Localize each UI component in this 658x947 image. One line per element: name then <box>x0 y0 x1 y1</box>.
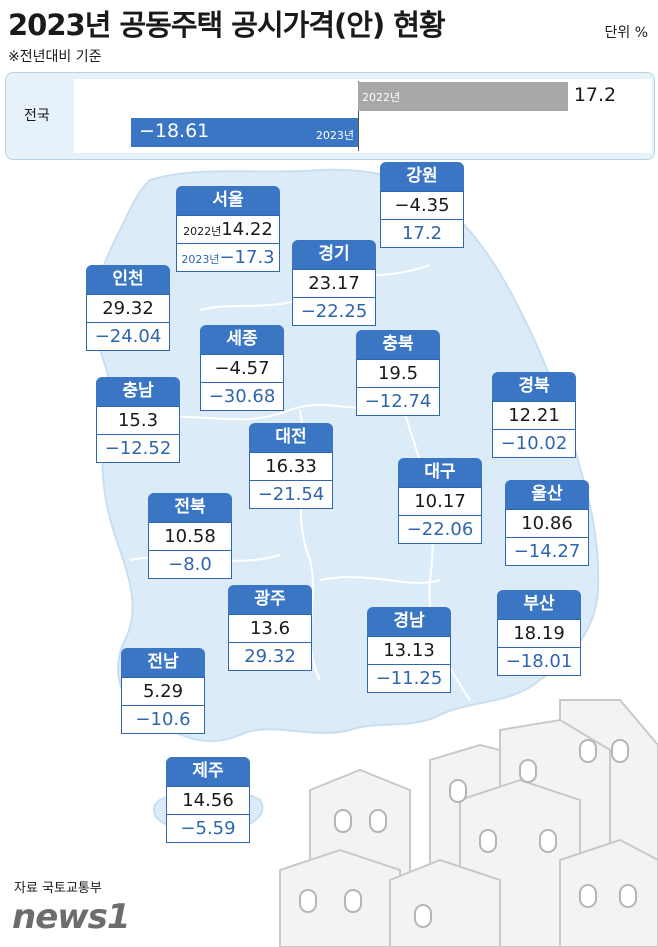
region-card-jeju: 제주 14.56 −5.59 <box>166 757 250 843</box>
region-card-daejeon: 대전 16.33 −21.54 <box>249 423 333 509</box>
region-card-jeonbuk: 전북 10.58 −8.0 <box>148 493 232 579</box>
region-name: 대전 <box>249 423 333 452</box>
region-name: 인천 <box>86 265 170 294</box>
region-name: 대구 <box>398 458 482 487</box>
value-2023: −18.01 <box>497 648 581 676</box>
bar-2023: 2023년 −18.61 <box>130 118 358 147</box>
value-2023: −30.68 <box>200 383 284 411</box>
value-2023: −22.25 <box>292 298 376 326</box>
region-card-gyeongnam: 경남 13.13 −11.25 <box>367 607 451 693</box>
value-2022: 29.32 <box>86 294 170 323</box>
region-name: 경기 <box>292 240 376 269</box>
region-name: 강원 <box>380 162 464 191</box>
bar-2023-year-label: 2023년 <box>315 129 354 142</box>
national-panel: 전국 2022년 17.2 2023년 −18.61 <box>5 72 655 160</box>
region-card-jeonnam: 전남 5.29 −10.6 <box>121 648 205 734</box>
value-2022: 10.86 <box>505 509 589 538</box>
region-name: 울산 <box>505 480 589 509</box>
year-2022-label: 2022년 <box>183 225 222 238</box>
value-2022: 10.58 <box>148 522 232 551</box>
page-title: 2023년 공동주택 공시가격(안) 현황 <box>8 8 446 42</box>
value-2023: −11.25 <box>367 665 451 693</box>
region-card-gwangju: 광주 13.6 29.32 <box>228 585 312 671</box>
region-name: 전북 <box>148 493 232 522</box>
baseline-note: ※전년대비 기준 <box>8 49 102 65</box>
value-2023: −24.04 <box>86 323 170 351</box>
unit-label: 단위 % <box>604 25 648 41</box>
value-2022: 12.21 <box>492 401 576 430</box>
value-2022: 5.29 <box>121 677 205 706</box>
value-2023: −12.74 <box>356 388 440 416</box>
value-2023: −14.27 <box>505 538 589 566</box>
region-card-daegu: 대구 10.17 −22.06 <box>398 458 482 544</box>
region-name: 부산 <box>497 590 581 619</box>
region-name: 전남 <box>121 648 205 677</box>
region-name: 세종 <box>200 325 284 354</box>
region-card-chungbuk: 충북 19.5 −12.74 <box>356 330 440 416</box>
region-name: 제주 <box>166 757 250 786</box>
national-label: 전국 <box>24 108 50 124</box>
region-card-chungnam: 충남 15.3 −12.52 <box>96 377 180 463</box>
value-2023: −5.59 <box>166 815 250 843</box>
bar-2022: 2022년 <box>358 82 568 111</box>
value-2022: 13.13 <box>367 636 451 665</box>
region-name: 경북 <box>492 372 576 401</box>
news1-logo: news1 <box>12 897 131 937</box>
region-name: 서울 <box>176 186 280 215</box>
value-2023: 2023년−17.3 <box>176 244 280 272</box>
region-card-busan: 부산 18.19 −18.01 <box>497 590 581 676</box>
bar-2022-value-label: 17.2 <box>573 84 617 106</box>
value-2022: −4.35 <box>380 191 464 220</box>
region-card-gyeongbuk: 경북 12.21 −10.02 <box>492 372 576 458</box>
region-name: 광주 <box>228 585 312 614</box>
value-2022: 19.5 <box>356 359 440 388</box>
value-2023: 29.32 <box>228 643 312 671</box>
region-card-seoul: 서울 2022년14.22 2023년−17.3 <box>176 186 280 272</box>
value-2022: 2022년14.22 <box>176 215 280 244</box>
source-label: 자료 국토교통부 <box>14 881 102 896</box>
value-2022: 14.56 <box>166 786 250 815</box>
region-card-ulsan: 울산 10.86 −14.27 <box>505 480 589 566</box>
value-2023: −21.54 <box>249 481 333 509</box>
region-card-incheon: 인천 29.32 −24.04 <box>86 265 170 351</box>
value-2023: −12.52 <box>96 435 180 463</box>
zero-axis <box>358 81 359 151</box>
value-2022: 10.17 <box>398 487 482 516</box>
value-2022: 15.3 <box>96 406 180 435</box>
region-card-gyeonggi: 경기 23.17 −22.25 <box>292 240 376 326</box>
region-card-sejong: 세종 −4.57 −30.68 <box>200 325 284 411</box>
value-2023: −22.06 <box>398 516 482 544</box>
value-2023: −8.0 <box>148 551 232 579</box>
value-2023: −10.6 <box>121 706 205 734</box>
region-name: 충북 <box>356 330 440 359</box>
year-2023-label: 2023년 <box>181 253 220 266</box>
bar-2023-value-label: −18.61 <box>138 120 210 142</box>
value-2023: 17.2 <box>380 220 464 248</box>
region-name: 경남 <box>367 607 451 636</box>
value-2022: 13.6 <box>228 614 312 643</box>
bar-2022-year-label: 2022년 <box>362 91 401 104</box>
value-2022: 23.17 <box>292 269 376 298</box>
value-2022: 16.33 <box>249 452 333 481</box>
value-2022: 18.19 <box>497 619 581 648</box>
value-2023: −10.02 <box>492 430 576 458</box>
national-bar-area: 2022년 17.2 2023년 −18.61 <box>74 79 652 153</box>
region-name: 충남 <box>96 377 180 406</box>
value-2022: −4.57 <box>200 354 284 383</box>
region-card-gangwon: 강원 −4.35 17.2 <box>380 162 464 248</box>
